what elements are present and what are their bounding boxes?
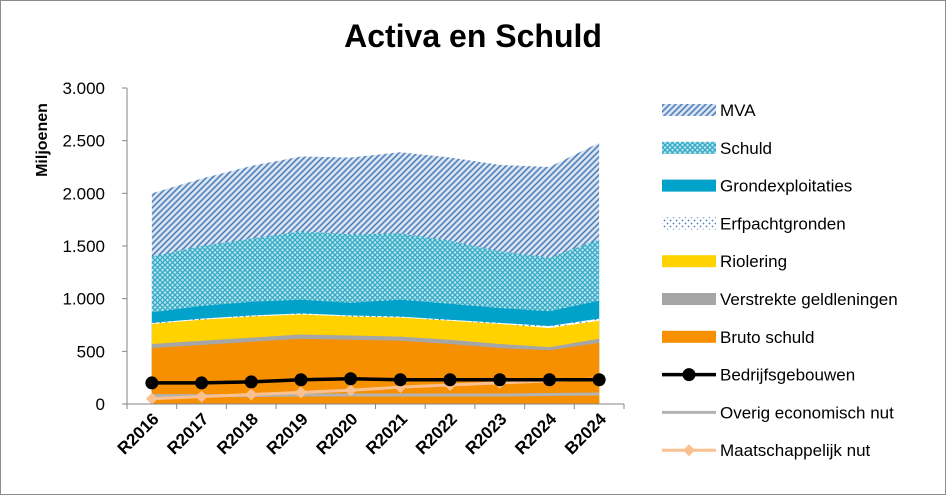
legend-swatch xyxy=(662,104,716,116)
legend-item-riolering: Riolering xyxy=(662,252,787,271)
y-axis-label: Miljoenen xyxy=(34,103,51,177)
y-tick-label: 500 xyxy=(77,342,105,361)
legend-item-bedrijfsgebouwen: Bedrijfsgebouwen xyxy=(662,366,855,385)
y-tick-label: 2.000 xyxy=(62,184,105,203)
marker-bedrijfsgebouwen xyxy=(393,373,407,387)
x-tick-label: R2023 xyxy=(462,409,511,458)
legend-label: Verstrekte geldleningen xyxy=(720,290,898,309)
x-axis: R2016 R2017 R2018 R2019 R2020 R2021 R2022 R2023… xyxy=(114,403,625,458)
x-tick-label: R2021 xyxy=(362,409,411,458)
legend-marker xyxy=(682,368,696,382)
legend-swatch xyxy=(662,293,716,305)
legend-label: Grondexploitaties xyxy=(720,177,852,196)
legend-item-erfpachtgronden: Erfpachtgronden xyxy=(662,214,846,233)
legend-swatch xyxy=(662,179,716,192)
x-tick-label: R2018 xyxy=(213,409,262,458)
y-tick-label: 1.000 xyxy=(62,290,105,309)
marker-maatschappelijk-nut xyxy=(195,390,208,403)
area-bruto-schuld xyxy=(151,338,600,404)
y-tick-label: 2.500 xyxy=(62,132,105,151)
x-tick-label: R2020 xyxy=(313,409,362,458)
legend-label: Overig economisch nut xyxy=(720,403,894,422)
legend-label: Maatschappelijk nut xyxy=(720,441,871,460)
marker-bedrijfsgebouwen xyxy=(294,373,308,387)
area-layers xyxy=(151,142,600,405)
legend-label: Schuld xyxy=(720,139,772,158)
legend-label: Erfpachtgronden xyxy=(720,214,846,233)
x-tick-label: R2017 xyxy=(164,409,213,458)
marker-bedrijfsgebouwen xyxy=(195,376,209,390)
marker-bedrijfsgebouwen xyxy=(592,373,606,387)
line-layers xyxy=(145,372,606,405)
legend-item-maatschappelijk-nut: Maatschappelijk nut xyxy=(662,441,871,460)
legend-item-grondexploitaties: Grondexploitaties xyxy=(662,177,852,196)
marker-bedrijfsgebouwen xyxy=(493,373,507,387)
x-tick-label: R2024 xyxy=(511,409,560,458)
y-axis: 0 500 1.000 1.500 2.000 2.500 3.000 xyxy=(62,79,128,414)
x-tick-label: R2019 xyxy=(263,409,312,458)
legend-item-bruto-schuld: Bruto schuld xyxy=(662,328,815,347)
legend-label: Riolering xyxy=(720,252,787,271)
legend-item-verstrekte-geldleningen: Verstrekte geldleningen xyxy=(662,290,898,309)
marker-bedrijfsgebouwen xyxy=(443,373,457,387)
legend-item-schuld: Schuld xyxy=(662,139,772,158)
marker-bedrijfsgebouwen xyxy=(344,372,358,386)
legend-swatch xyxy=(662,217,716,230)
x-tick-label: B2024 xyxy=(561,409,610,458)
marker-maatschappelijk-nut xyxy=(294,386,307,399)
legend-label: Bedrijfsgebouwen xyxy=(720,366,855,385)
legend-item-mva: MVA xyxy=(662,101,756,120)
legend-marker xyxy=(683,444,695,457)
chart-title: Activa en Schuld xyxy=(344,18,602,54)
legend-item-overig-economisch-nut: Overig economisch nut xyxy=(662,403,894,422)
legend: MVA Schuld Grondexploitaties Erfpachtgronde… xyxy=(662,101,898,460)
marker-maatschappelijk-nut xyxy=(145,392,158,405)
marker-maatschappelijk-nut xyxy=(344,384,357,397)
y-tick-label: 3.000 xyxy=(62,79,105,98)
x-tick-label: R2016 xyxy=(114,409,163,458)
legend-swatch xyxy=(662,255,716,268)
legend-label: MVA xyxy=(720,101,756,120)
legend-label: Bruto schuld xyxy=(720,328,815,347)
line-maatschappelijk-nut xyxy=(151,377,600,401)
line-bedrijfsgebouwen xyxy=(151,376,600,385)
legend-swatch xyxy=(662,330,716,343)
marker-maatschappelijk-nut xyxy=(245,388,258,401)
legend-swatch xyxy=(662,141,716,154)
y-tick-label: 0 xyxy=(96,395,105,414)
y-tick-label: 1.500 xyxy=(62,237,105,256)
marker-bedrijfsgebouwen xyxy=(542,373,556,387)
x-tick-label: R2022 xyxy=(412,409,461,458)
marker-bedrijfsgebouwen xyxy=(244,375,258,389)
marker-bedrijfsgebouwen xyxy=(145,376,159,390)
